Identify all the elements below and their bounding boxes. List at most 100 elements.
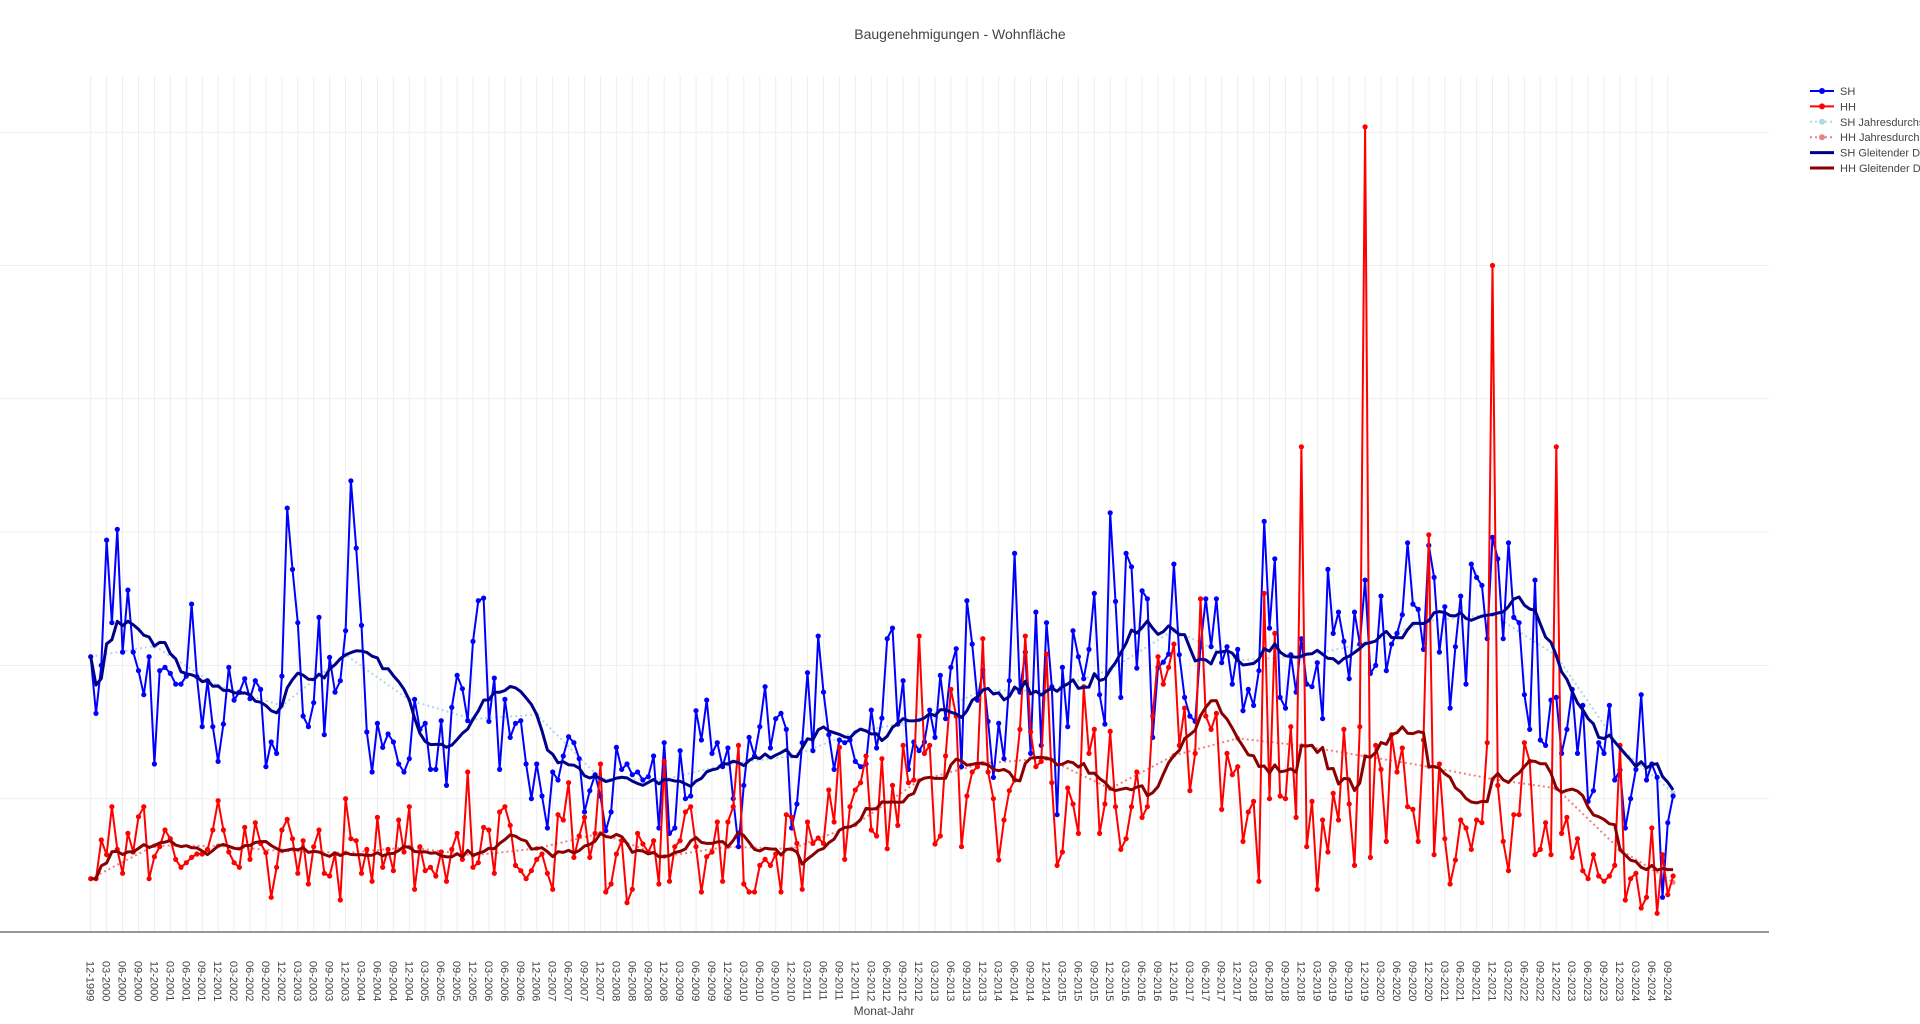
hh-point[interactable] bbox=[1304, 844, 1310, 850]
hh-point[interactable] bbox=[1049, 780, 1055, 786]
hh-point[interactable] bbox=[778, 889, 784, 895]
sh-point[interactable] bbox=[1330, 630, 1336, 637]
hh-point[interactable] bbox=[858, 780, 864, 786]
sh-point[interactable] bbox=[874, 745, 880, 751]
sh-point[interactable] bbox=[109, 620, 115, 626]
hh-point[interactable] bbox=[215, 798, 221, 804]
hh-point[interactable] bbox=[927, 742, 933, 749]
sh-point[interactable] bbox=[502, 696, 508, 703]
hh-point[interactable] bbox=[576, 833, 582, 839]
hh-point[interactable] bbox=[847, 804, 853, 810]
hh-point[interactable] bbox=[364, 846, 370, 853]
sh-point[interactable] bbox=[390, 739, 396, 745]
hh-point[interactable] bbox=[412, 886, 418, 892]
hh-point[interactable] bbox=[1187, 788, 1193, 794]
hh-point[interactable] bbox=[1282, 796, 1289, 802]
hh-point[interactable] bbox=[1112, 804, 1119, 810]
hh-point[interactable] bbox=[183, 860, 189, 866]
sh-point[interactable] bbox=[1410, 601, 1416, 607]
sh-point[interactable] bbox=[1373, 662, 1379, 669]
hh-point[interactable] bbox=[353, 838, 359, 844]
sh-point[interactable] bbox=[868, 707, 874, 713]
hh-point[interactable] bbox=[1612, 862, 1618, 869]
hh-point[interactable] bbox=[173, 856, 179, 863]
hh-point[interactable] bbox=[895, 822, 901, 829]
hh-point[interactable] bbox=[884, 846, 890, 852]
hh-point[interactable] bbox=[1118, 846, 1124, 853]
hh-point[interactable] bbox=[1139, 814, 1145, 821]
hh-point[interactable] bbox=[735, 742, 742, 749]
sh-point[interactable] bbox=[1596, 740, 1602, 746]
sh-point[interactable] bbox=[953, 646, 959, 652]
sh-point[interactable] bbox=[1320, 716, 1326, 722]
hh-point[interactable] bbox=[640, 841, 646, 847]
sh-point[interactable] bbox=[1479, 582, 1485, 589]
hh-point[interactable] bbox=[204, 846, 211, 853]
hh-point[interactable] bbox=[1171, 641, 1177, 647]
hh-point[interactable] bbox=[1484, 740, 1490, 746]
sh-point[interactable] bbox=[305, 724, 311, 730]
hh-point[interactable] bbox=[475, 860, 481, 866]
sh-point[interactable] bbox=[587, 788, 593, 794]
hh-point[interactable] bbox=[358, 870, 365, 876]
sh-point[interactable] bbox=[396, 761, 402, 767]
hh-point[interactable] bbox=[587, 854, 593, 861]
hh-point[interactable] bbox=[635, 830, 641, 837]
hh-point[interactable] bbox=[1325, 849, 1331, 855]
hh-point[interactable] bbox=[1245, 809, 1251, 815]
sh-point[interactable] bbox=[337, 678, 343, 684]
hh-point[interactable] bbox=[767, 862, 774, 869]
hh-point[interactable] bbox=[550, 886, 556, 892]
hh-point[interactable] bbox=[252, 820, 258, 826]
hh-point[interactable] bbox=[651, 838, 657, 844]
hh-point[interactable] bbox=[343, 796, 349, 802]
hh-point[interactable] bbox=[141, 804, 147, 810]
sh-point[interactable] bbox=[1171, 561, 1177, 567]
sh-point[interactable] bbox=[1553, 694, 1559, 701]
sh-point[interactable] bbox=[1452, 644, 1458, 650]
sh-point[interactable] bbox=[555, 777, 561, 783]
sh-point[interactable] bbox=[1240, 708, 1246, 714]
sh-point[interactable] bbox=[1346, 676, 1352, 682]
sh-point[interactable] bbox=[1091, 590, 1097, 597]
hh-point[interactable] bbox=[305, 881, 311, 887]
sh-point[interactable] bbox=[486, 718, 492, 725]
hh-point[interactable] bbox=[1628, 876, 1634, 882]
sh-point[interactable] bbox=[709, 750, 715, 757]
sh-point[interactable] bbox=[135, 668, 142, 674]
hh-point[interactable] bbox=[1553, 444, 1559, 450]
hh-point[interactable] bbox=[1659, 852, 1666, 858]
sh-point[interactable] bbox=[178, 681, 184, 687]
hh-point[interactable] bbox=[1468, 846, 1474, 853]
hh-point[interactable] bbox=[1043, 651, 1050, 657]
hh-point[interactable] bbox=[279, 827, 285, 833]
sh-point[interactable] bbox=[794, 801, 800, 807]
sh-point[interactable] bbox=[263, 764, 269, 770]
sh-point[interactable] bbox=[677, 748, 683, 754]
hh-point[interactable] bbox=[417, 844, 423, 850]
hh-point[interactable] bbox=[1330, 790, 1336, 797]
sh-point[interactable] bbox=[990, 774, 997, 781]
hh-point[interactable] bbox=[1399, 745, 1405, 751]
hh-point[interactable] bbox=[1192, 750, 1198, 757]
hh-point[interactable] bbox=[948, 686, 954, 693]
sh-point[interactable] bbox=[1224, 644, 1230, 650]
hh-point[interactable] bbox=[1335, 817, 1342, 823]
hh-point[interactable] bbox=[1447, 881, 1453, 887]
hh-point[interactable] bbox=[1107, 728, 1113, 735]
sh-point[interactable] bbox=[1245, 686, 1251, 693]
hh-point[interactable] bbox=[815, 835, 821, 841]
hh-point[interactable] bbox=[1537, 846, 1543, 853]
hh-point[interactable] bbox=[757, 862, 763, 869]
sh-point[interactable] bbox=[1208, 644, 1214, 650]
hh-point[interactable] bbox=[1346, 801, 1352, 807]
sh-point[interactable] bbox=[1394, 630, 1400, 637]
sh-point[interactable] bbox=[512, 720, 519, 727]
sh-point[interactable] bbox=[427, 766, 434, 773]
hh-point[interactable] bbox=[661, 758, 667, 765]
sh-point[interactable] bbox=[1187, 713, 1193, 719]
hh-point[interactable] bbox=[1086, 750, 1092, 757]
hh-point[interactable] bbox=[826, 787, 832, 793]
hh-point[interactable] bbox=[1006, 788, 1012, 794]
hh-point[interactable] bbox=[996, 857, 1002, 863]
